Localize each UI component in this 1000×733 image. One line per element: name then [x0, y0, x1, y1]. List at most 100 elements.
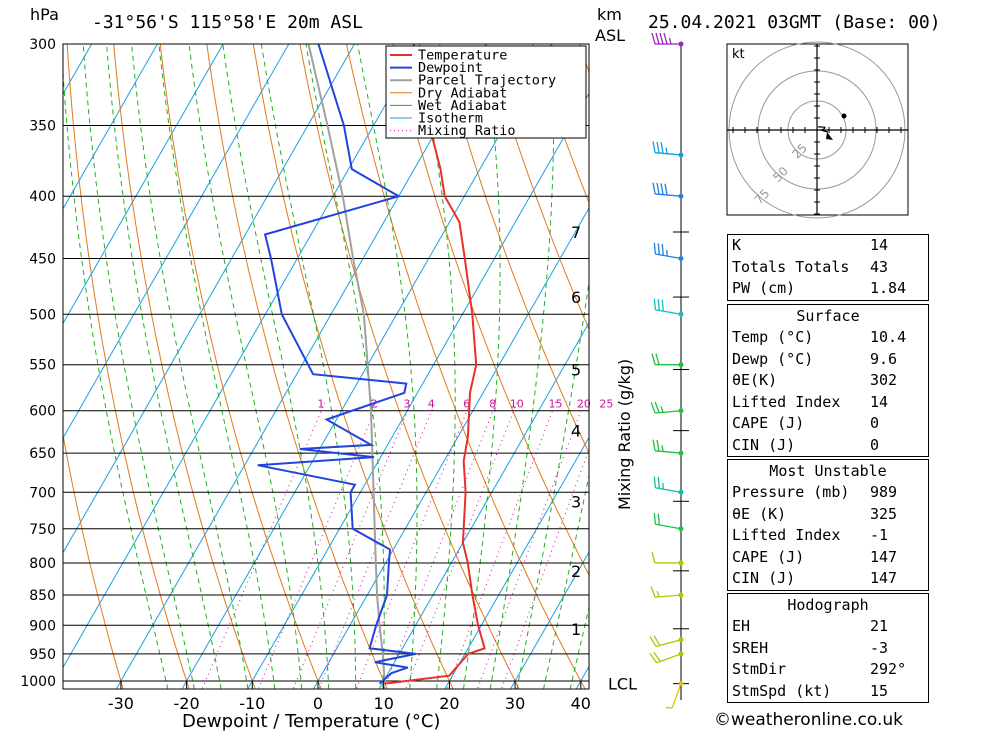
most-unstable-label: θE (K) — [732, 504, 787, 523]
hodograph-stat-row: StmSpd (kt) 15 — [728, 681, 928, 703]
dry-adiabat-line — [252, 44, 454, 689]
isotherm-line — [247, 92, 589, 689]
mixing-ratio-label: 3 — [404, 398, 411, 411]
isotherm-line — [63, 44, 290, 440]
index-label: K — [732, 236, 742, 254]
mixing-ratio-label: 10 — [510, 398, 524, 411]
mixing-ratio-label: 1 — [317, 398, 324, 411]
most-unstable-title: Most Unstable — [769, 462, 887, 480]
isotherm-line — [63, 44, 158, 210]
pressure-tick-label: 550 — [29, 358, 56, 374]
pressure-tick-label: 350 — [29, 119, 56, 135]
temperature-tick-label: 0 — [313, 694, 323, 713]
index-row: K 14 — [728, 235, 928, 257]
pressure-tick-label: 1000 — [20, 674, 56, 690]
surface-label: θE(K) — [732, 371, 778, 389]
pressure-tick-label: 450 — [29, 252, 56, 268]
dry-adiabat-line — [392, 44, 589, 577]
pressure-tick-label: 750 — [29, 522, 56, 538]
wind-barb-dot — [678, 526, 684, 532]
pressure-tick-label: 900 — [29, 618, 56, 634]
temperature-line — [384, 44, 486, 685]
surface-label: Dewp (°C) — [732, 349, 814, 368]
most-unstable-value: -1 — [870, 526, 889, 544]
surface-value: 14 — [870, 392, 889, 411]
wind-barb-dot — [678, 651, 684, 657]
wet-adiabat-line — [260, 44, 357, 689]
most-unstable-row: Pressure (mb) 989 — [728, 482, 928, 504]
most-unstable-row: CIN (J) 147 — [728, 568, 928, 590]
hodograph-panel: Hodograph EH 21 SREH -3 StmDir 292° StmSpd (kt… — [727, 593, 929, 703]
isotherm-line — [378, 321, 589, 689]
temperature-tick-label: 40 — [571, 694, 591, 713]
wet-adiabat-line — [82, 44, 195, 689]
most-unstable-label: Pressure (mb) — [732, 483, 850, 501]
most-unstable-row: θE (K) 325 — [728, 504, 928, 526]
mixing-ratio-line — [292, 401, 412, 689]
hodograph-stat-label: StmSpd (kt) — [732, 681, 832, 700]
height-tick-label: 5 — [571, 360, 581, 379]
dry-adiabat-line — [299, 44, 520, 689]
wind-barb-dot — [678, 592, 684, 598]
wind-barb — [649, 635, 682, 648]
index-label: Totals Totals — [732, 257, 850, 276]
dry-adiabat-line — [63, 432, 124, 689]
mixing-ratio-label: 6 — [463, 398, 470, 411]
wind-barb — [653, 512, 682, 530]
wind-barb — [652, 141, 682, 156]
mixing-ratio-label: 15 — [549, 398, 563, 411]
most-unstable-label: CAPE (J) — [732, 547, 805, 566]
temperature-tick-label: 30 — [505, 694, 525, 713]
isotherm-line — [509, 550, 589, 689]
most-unstable-value: 147 — [870, 547, 898, 566]
isotherm-line — [63, 44, 356, 554]
most-unstable-row: CAPE (J) 147 — [728, 547, 928, 569]
most-unstable-value: 325 — [870, 504, 898, 523]
wet-adiabat-line — [106, 44, 222, 689]
mixing-ratio-line — [405, 401, 518, 689]
most-unstable-row: Lifted Index -1 — [728, 525, 928, 547]
index-value: 43 — [870, 257, 889, 276]
isotherm-line — [444, 436, 589, 689]
pressure-tick-label: 650 — [29, 446, 56, 462]
surface-row: θE(K) 302 — [728, 370, 928, 392]
wet-adiabat-line — [63, 65, 169, 689]
surface-title: Surface — [796, 307, 860, 325]
asl-label: ASL — [595, 26, 625, 45]
dry-adiabat-line — [439, 44, 589, 455]
height-tick-label: 1 — [571, 620, 581, 639]
dry-adiabat-line — [345, 44, 586, 689]
surface-row: Lifted Index 14 — [728, 392, 928, 414]
hodograph-stat-value: 292° — [870, 660, 907, 678]
dry-adiabat-line — [113, 44, 256, 689]
dry-adiabat-line — [978, 8, 1000, 707]
mixing-ratio-line — [446, 401, 557, 689]
surface-label: Lifted Index — [732, 392, 841, 411]
wind-barb-dot — [678, 489, 684, 495]
surface-value: 0 — [870, 435, 880, 454]
hodograph-point — [841, 113, 847, 119]
legend-item: Mixing Ratio — [418, 123, 516, 139]
most-unstable-value: 989 — [870, 483, 898, 501]
mixing-ratio-line — [383, 401, 498, 689]
parcel-trajectory-line — [307, 44, 386, 684]
wind-barb — [651, 32, 681, 45]
hodograph-stat-row: SREH -3 — [728, 638, 928, 660]
isotherm-line — [63, 44, 93, 96]
surface-value: 302 — [870, 371, 898, 389]
wet-adiabat-line — [188, 44, 303, 689]
hodograph-stat-label: EH — [732, 617, 751, 635]
indices-panel: K 14 Totals Totals 43 PW (cm) 1.84 — [727, 234, 929, 301]
pressure-tick-label: 600 — [29, 404, 56, 420]
mixing-ratio-label: 25 — [599, 398, 613, 411]
location-title: -31°56'S 115°58'E 20m ASL — [92, 12, 363, 33]
index-row: PW (cm) 1.84 — [728, 278, 928, 300]
wind-barb — [652, 439, 682, 454]
height-tick-label: 4 — [571, 422, 581, 441]
pressure-tick-label: 950 — [29, 647, 56, 663]
copyright-text: ©weatheronline.co.uk — [714, 710, 904, 730]
most-unstable-label: Lifted Index — [732, 526, 841, 544]
surface-value: 0 — [870, 414, 880, 432]
mixing-ratio-line — [355, 401, 472, 689]
isotherm-line — [312, 207, 589, 689]
